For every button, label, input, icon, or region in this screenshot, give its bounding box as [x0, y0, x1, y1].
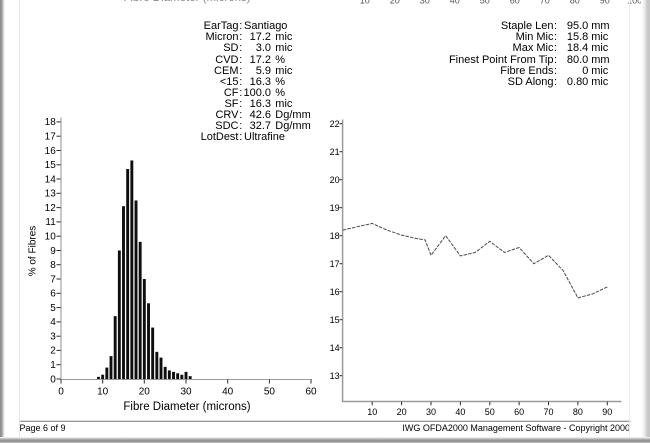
svg-text:Fibre Diameter (microns): Fibre Diameter (microns) — [123, 0, 250, 4]
svg-text:0: 0 — [50, 374, 56, 385]
svg-text:21: 21 — [330, 147, 340, 157]
svg-text:15: 15 — [330, 315, 340, 325]
svg-text:18: 18 — [45, 117, 57, 128]
svg-text:60: 60 — [510, 0, 520, 6]
svg-text:6: 6 — [50, 289, 56, 300]
svg-text:1: 1 — [50, 360, 56, 371]
svg-text:90: 90 — [600, 0, 610, 6]
svg-text:17: 17 — [45, 132, 57, 143]
svg-text:30: 30 — [426, 407, 436, 417]
svg-text:9: 9 — [50, 246, 56, 257]
svg-text:8: 8 — [50, 260, 56, 271]
svg-text:60: 60 — [305, 387, 317, 398]
svg-text:Page 6 of 9: Page 6 of 9 — [20, 423, 66, 433]
svg-text:80: 80 — [573, 407, 583, 417]
svg-text:70: 70 — [540, 0, 550, 6]
svg-text:18: 18 — [330, 231, 340, 241]
svg-text:100: 100 — [627, 0, 642, 6]
svg-text:2: 2 — [50, 346, 56, 357]
svg-text:13: 13 — [330, 371, 340, 381]
svg-text:19: 19 — [330, 203, 340, 213]
svg-text:7: 7 — [50, 274, 56, 285]
svg-text:0: 0 — [58, 387, 64, 398]
svg-text:3: 3 — [50, 332, 56, 343]
svg-text:13: 13 — [45, 189, 57, 200]
svg-text:14: 14 — [45, 174, 57, 185]
svg-text:30: 30 — [420, 0, 430, 6]
svg-text:Fibre Diameter (microns): Fibre Diameter (microns) — [123, 401, 250, 413]
svg-text:40: 40 — [455, 407, 465, 417]
svg-text:20: 20 — [330, 175, 340, 185]
svg-text:16: 16 — [45, 146, 57, 157]
svg-text:20: 20 — [139, 387, 151, 398]
svg-text:50: 50 — [480, 0, 490, 6]
svg-text:22: 22 — [330, 119, 340, 129]
svg-text:% of Fibres: % of Fibres — [28, 226, 39, 277]
svg-text:10: 10 — [360, 0, 370, 6]
svg-text:14: 14 — [330, 343, 340, 353]
svg-text:15: 15 — [45, 160, 57, 171]
svg-text:80: 80 — [570, 0, 580, 6]
svg-text:10: 10 — [97, 387, 109, 398]
svg-text:90: 90 — [602, 407, 612, 417]
svg-text:10: 10 — [45, 232, 57, 243]
svg-text:50: 50 — [485, 407, 495, 417]
svg-text:30: 30 — [180, 387, 192, 398]
svg-text:4: 4 — [50, 317, 56, 328]
svg-text:12: 12 — [45, 203, 57, 214]
svg-text:50: 50 — [264, 387, 276, 398]
svg-text:16: 16 — [330, 287, 340, 297]
svg-text:70: 70 — [543, 407, 553, 417]
svg-text:17: 17 — [330, 259, 340, 269]
svg-text:10: 10 — [367, 407, 377, 417]
svg-text:40: 40 — [450, 0, 460, 6]
svg-text:IWG OFDA2000 Management Softwa: IWG OFDA2000 Management Software - Copyr… — [402, 423, 630, 433]
svg-text:20: 20 — [397, 407, 407, 417]
svg-text:60: 60 — [514, 407, 524, 417]
svg-text:20: 20 — [390, 0, 400, 6]
svg-text:5: 5 — [50, 303, 56, 314]
svg-text:11: 11 — [45, 217, 56, 228]
svg-text:40: 40 — [222, 387, 234, 398]
